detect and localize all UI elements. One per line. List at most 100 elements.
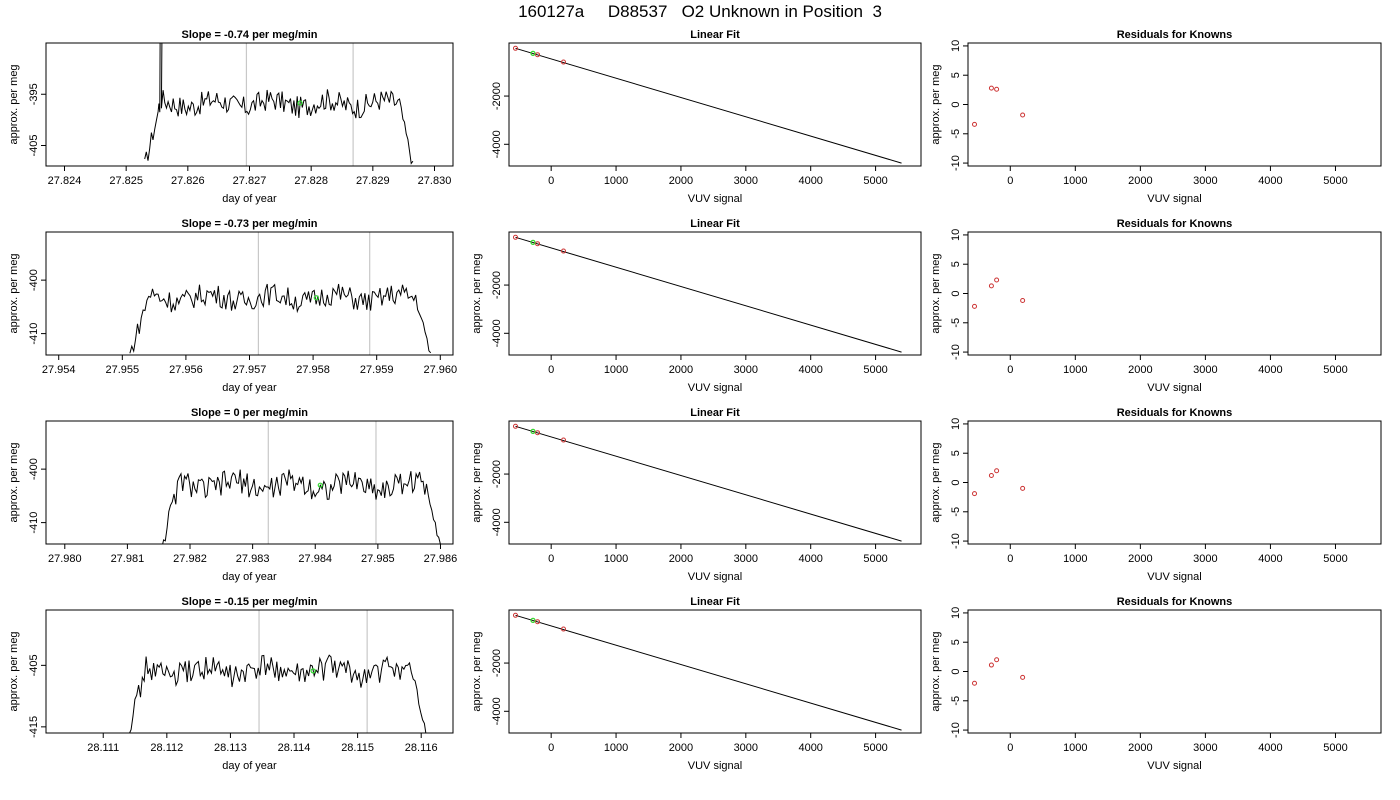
y-tick-label: -5 [950, 507, 962, 517]
x-tick-label: 0 [548, 364, 554, 376]
data-point [512, 234, 518, 240]
data-point [512, 612, 518, 618]
panel-title: Residuals for Knowns [1117, 407, 1233, 419]
y-axis-label: approx. per meg [8, 253, 20, 333]
y-tick-label: 5 [950, 450, 962, 456]
x-tick-label: 28.115 [341, 742, 374, 754]
y-tick-label: -395 [28, 83, 40, 105]
x-tick-label: 2000 [1128, 364, 1152, 376]
x-tick-label: 2000 [1128, 553, 1152, 565]
plot-area [162, 421, 441, 544]
x-tick-label: 3000 [1193, 553, 1217, 565]
figure-title: 160127a D88537 O2 Unknown in Position 3 [518, 2, 882, 21]
data-point [561, 626, 567, 632]
x-tick-label: 4000 [798, 742, 822, 754]
x-tick-label: 3000 [734, 364, 758, 376]
y-tick-label: 5 [950, 72, 962, 78]
x-tick-label: 4000 [1258, 364, 1282, 376]
y-axis-label: approx. per meg [471, 442, 483, 522]
plot-area [129, 232, 432, 355]
x-tick-label: 5000 [1323, 742, 1347, 754]
panel-title: Residuals for Knowns [1117, 596, 1233, 608]
fit-line [515, 425, 902, 542]
plot-frame [508, 231, 922, 356]
x-tick-label: 27.986 [424, 553, 458, 565]
data-point [561, 437, 567, 443]
plot-area [972, 468, 1026, 497]
data-point [988, 85, 994, 91]
x-tick-label: 3000 [1193, 175, 1217, 187]
plot-frame [508, 42, 922, 167]
x-tick-label: 5000 [863, 742, 887, 754]
x-tick-label: 27.982 [173, 553, 207, 565]
x-tick-label: 1000 [604, 364, 628, 376]
y-tick-label: -4000 [491, 508, 503, 536]
x-tick-label: 2000 [669, 742, 693, 754]
panel-12: Residuals for Knowns 0 1000 2000 3000 4000 500… [930, 596, 1382, 772]
data-point [994, 86, 1000, 92]
data-point [535, 430, 541, 436]
x-tick-label: 27.981 [111, 553, 145, 565]
panel-title: Linear Fit [690, 596, 740, 608]
panel-title: Residuals for Knowns [1117, 29, 1233, 41]
x-tick-label: 27.825 [109, 175, 143, 187]
x-tick-label: 27.827 [233, 175, 267, 187]
plot-frame [508, 420, 922, 545]
series-line [129, 654, 427, 733]
x-axis-label: VUV signal [1147, 760, 1201, 772]
x-tick-label: 0 [548, 553, 554, 565]
y-tick-label: -5 [950, 129, 962, 139]
x-tick-label: 3000 [734, 742, 758, 754]
panel-8: Linear Fit 0 1000 2000 3000 4000 5000 -2000 -400… [471, 407, 922, 583]
panel-title: Slope = -0.15 per meg/min [181, 596, 317, 608]
y-tick-label: -2000 [491, 460, 503, 488]
y-tick-label: -5 [950, 696, 962, 706]
x-tick-label: 4000 [798, 175, 822, 187]
x-axis-label: VUV signal [1147, 382, 1201, 394]
panel-2: Linear Fit 0 1000 2000 3000 4000 5000 -2000 -400… [491, 29, 922, 205]
y-tick-label: 10 [950, 229, 962, 241]
highlight-point [530, 239, 536, 245]
data-point [561, 59, 567, 65]
x-tick-label: 27.955 [105, 364, 139, 376]
x-tick-label: 27.828 [294, 175, 328, 187]
x-tick-label: 4000 [1258, 553, 1282, 565]
x-axis-label: day of year [222, 571, 277, 583]
y-axis-label: approx. per meg [471, 631, 483, 711]
x-tick-label: 4000 [798, 364, 822, 376]
fit-line [515, 236, 902, 353]
data-point [535, 619, 541, 625]
x-tick-label: 0 [1007, 742, 1013, 754]
data-point [972, 491, 978, 497]
panel-11: Linear Fit 0 1000 2000 3000 4000 5000 -2000 -400… [471, 596, 922, 772]
x-tick-label: 27.830 [418, 175, 452, 187]
data-point [972, 303, 978, 309]
y-tick-label: -4000 [491, 697, 503, 725]
y-tick-label: 0 [950, 668, 962, 674]
y-tick-label: 5 [950, 261, 962, 267]
highlight-point [530, 428, 536, 434]
x-tick-label: 4000 [1258, 742, 1282, 754]
y-tick-label: 5 [950, 639, 962, 645]
x-tick-label: 1000 [604, 742, 628, 754]
x-tick-label: 27.985 [361, 553, 395, 565]
x-tick-label: 1000 [604, 175, 628, 187]
data-point [994, 277, 1000, 283]
y-tick-label: -400 [28, 458, 40, 480]
plot-area [972, 277, 1026, 309]
series-line [129, 283, 432, 354]
data-point [988, 472, 994, 478]
panel-7: Slope = 0 per meg/min 27.980 27.981 27.982 2… [8, 407, 457, 583]
series-line [162, 469, 441, 544]
x-axis-label: VUV signal [688, 193, 742, 205]
x-tick-label: 27.983 [236, 553, 270, 565]
highlight-point [530, 617, 536, 623]
data-point [972, 121, 978, 127]
plot-frame [967, 231, 1382, 356]
panel-title: Residuals for Knowns [1117, 218, 1233, 230]
x-tick-label: 3000 [1193, 364, 1217, 376]
x-tick-label: 5000 [863, 364, 887, 376]
y-tick-label: 10 [950, 418, 962, 430]
highlight-point [530, 50, 536, 56]
